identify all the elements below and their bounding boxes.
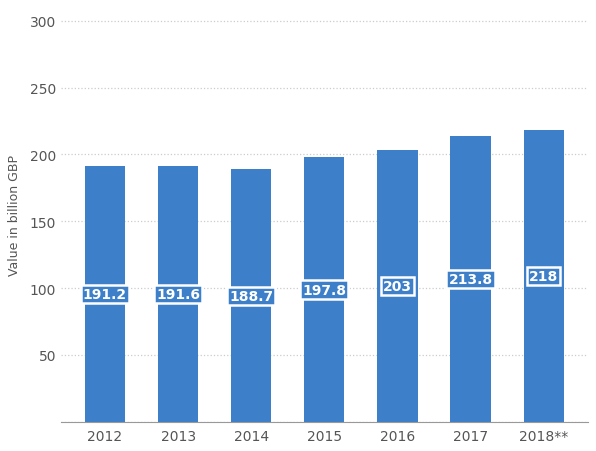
Text: 218: 218 [529,269,558,283]
Bar [304,158,344,422]
Text: 203: 203 [383,280,412,294]
Text: 197.8: 197.8 [302,283,346,297]
Bar [85,167,125,422]
Text: 191.6: 191.6 [156,287,200,301]
Bar [377,151,418,422]
Text: 213.8: 213.8 [448,272,492,286]
Y-axis label: Value in billion GBP: Value in billion GBP [8,155,21,276]
Text: 191.2: 191.2 [83,287,127,301]
Bar [158,166,198,422]
Bar [523,131,564,422]
Bar [231,170,271,422]
Text: 188.7: 188.7 [229,289,273,303]
Bar [451,137,491,422]
